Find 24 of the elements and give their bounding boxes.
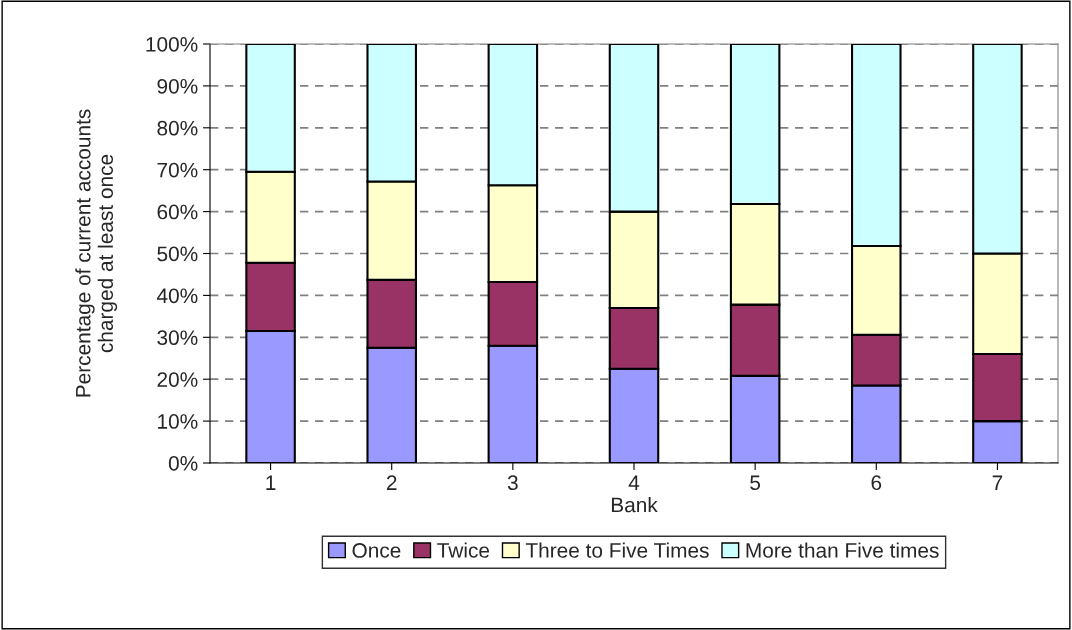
x-axis-title: Bank [611, 497, 658, 513]
y-tick-label: 100% [146, 37, 198, 52]
y-tick-label: 70% [157, 162, 198, 178]
y-tick-label: 30% [157, 330, 198, 346]
y-tick-label: 60% [157, 204, 198, 220]
legend-label: Once [352, 543, 401, 558]
x-tick-label: 5 [750, 475, 761, 491]
x-tick-label: 1 [266, 475, 276, 490]
x-tick-label: 6 [871, 475, 882, 491]
legend-label: Three to Five Times [525, 542, 709, 558]
x-tick-label: 7 [992, 475, 1003, 490]
y-tick-label: 20% [157, 372, 198, 387]
legend-label: Twice [437, 542, 490, 558]
x-tick-label: 3 [507, 475, 518, 491]
x-tick-label: 4 [628, 475, 640, 490]
y-tick-label: 40% [156, 288, 198, 304]
y-tick-label: 50% [157, 246, 198, 262]
legend-label: More than Five times [746, 542, 939, 558]
x-tick-label: 2 [386, 475, 397, 490]
y-tick-label: 90% [157, 78, 198, 94]
y-tick-label: 10% [158, 414, 198, 429]
y-tick-label: 80% [157, 120, 198, 136]
y-tick-label: 0% [168, 456, 198, 471]
y-axis-title: Percentage of current accounts charged at least once [75, 109, 118, 397]
